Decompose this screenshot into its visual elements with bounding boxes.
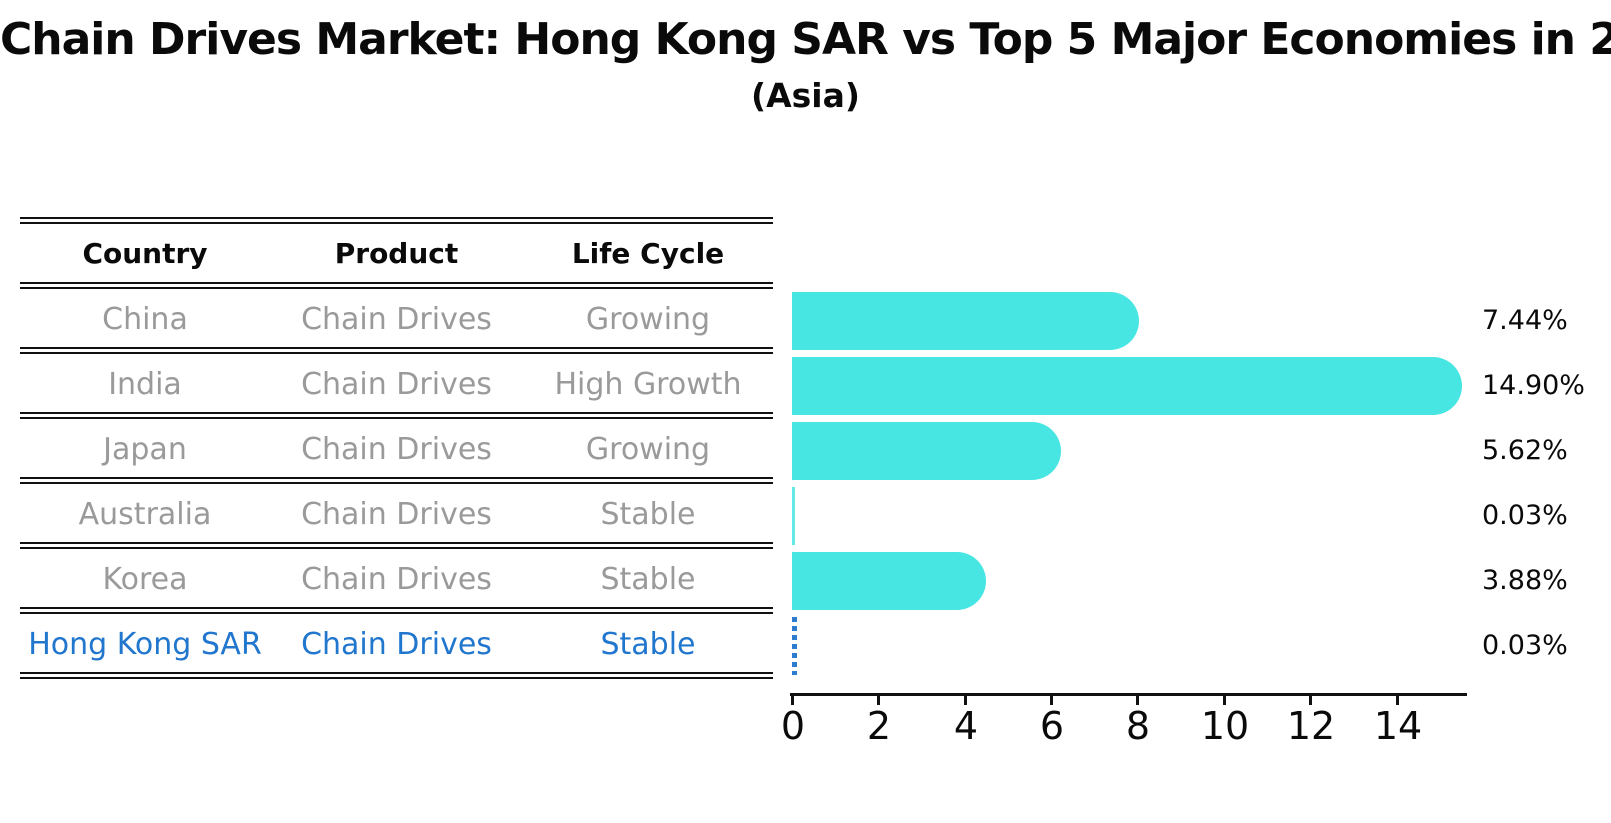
x-axis-tick [1309, 696, 1312, 705]
product-cell: Chain Drives [301, 562, 492, 597]
country-cell: Japan [103, 432, 187, 467]
value-label: 5.62% [1482, 435, 1568, 466]
bar-hong-kong-sar [792, 617, 797, 675]
table-border-bottom [20, 672, 773, 679]
x-axis-tick [877, 696, 880, 705]
product-cell: Chain Drives [301, 497, 492, 532]
table-row: China Chain Drives Growing [20, 289, 773, 350]
x-tick-label: 10 [1200, 704, 1250, 748]
value-label: 0.03% [1482, 500, 1568, 531]
column-header-product: Product [334, 237, 459, 270]
chart-title: Chain Drives Market: Hong Kong SAR vs To… [0, 14, 1611, 65]
x-tick-label: 4 [953, 704, 979, 748]
country-cell: India [108, 367, 182, 402]
x-axis-tick [1396, 696, 1399, 705]
x-axis-tick [1223, 696, 1226, 705]
life-cycle-cell: High Growth [554, 367, 742, 402]
bar-china [792, 292, 1139, 350]
life-cycle-cell: Stable [600, 627, 696, 662]
x-tick-label: 12 [1286, 704, 1336, 748]
bar-india [792, 357, 1462, 415]
x-tick-label: 14 [1373, 704, 1423, 748]
row-separator [20, 412, 773, 419]
x-axis-tick [791, 696, 794, 705]
row-separator [20, 477, 773, 484]
bar-japan [792, 422, 1061, 480]
x-axis-tick [1050, 696, 1053, 705]
table-row: Australia Chain Drives Stable [20, 484, 773, 545]
table-row: Korea Chain Drives Stable [20, 549, 773, 610]
column-header-life-cycle: Life Cycle [571, 237, 725, 270]
x-axis-tick [964, 696, 967, 705]
life-cycle-cell: Growing [585, 302, 711, 337]
product-cell: Chain Drives [301, 432, 492, 467]
table-row: India Chain Drives High Growth [20, 354, 773, 415]
row-separator [20, 347, 773, 354]
bar-korea [792, 552, 986, 610]
country-cell: Hong Kong SAR [28, 627, 262, 662]
row-separator [20, 607, 773, 614]
country-cell: China [102, 302, 188, 337]
value-label: 7.44% [1482, 305, 1568, 336]
product-cell: Chain Drives [301, 367, 492, 402]
table-row-highlighted: Hong Kong SAR Chain Drives Stable [20, 614, 773, 675]
life-cycle-cell: Stable [600, 562, 696, 597]
bar-australia [792, 487, 795, 545]
product-cell: Chain Drives [301, 302, 492, 337]
row-separator [20, 542, 773, 549]
country-cell: Korea [102, 562, 188, 597]
x-tick-label: 2 [866, 704, 892, 748]
value-label: 3.88% [1482, 565, 1568, 596]
column-header-country: Country [82, 237, 208, 270]
x-tick-label: 6 [1039, 704, 1065, 748]
life-cycle-cell: Growing [585, 432, 711, 467]
product-cell: Chain Drives [301, 627, 492, 662]
x-tick-label: 8 [1125, 704, 1151, 748]
value-label: 14.90% [1482, 370, 1585, 401]
value-label: 0.03% [1482, 630, 1568, 661]
x-tick-label: 0 [780, 704, 806, 748]
table-row: Japan Chain Drives Growing [20, 419, 773, 480]
country-cell: Australia [78, 497, 212, 532]
table-border-top [20, 217, 773, 224]
x-axis-spine [790, 693, 1467, 696]
life-cycle-cell: Stable [600, 497, 696, 532]
table-header-separator [20, 282, 773, 289]
chart-subtitle: (Asia) [751, 76, 860, 115]
x-axis-tick [1136, 696, 1139, 705]
table-header-row: Country Product Life Cycle [20, 223, 773, 284]
